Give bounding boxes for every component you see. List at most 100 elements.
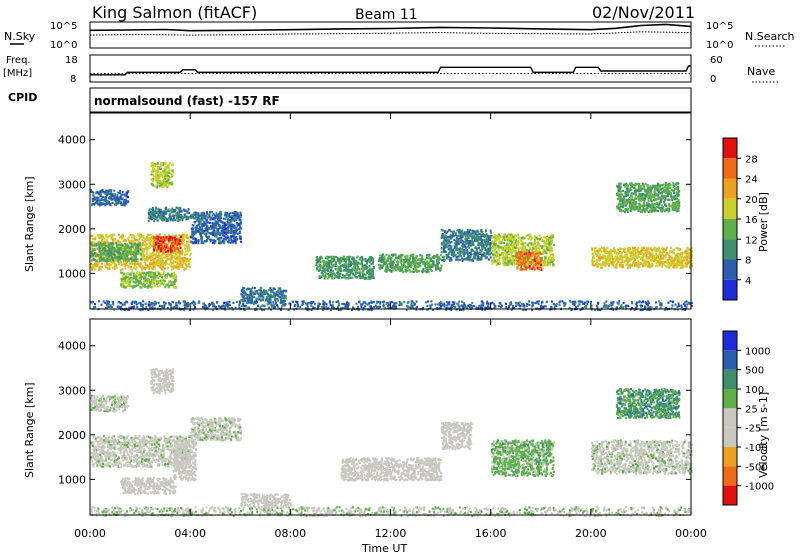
heatmap-cell <box>202 212 205 215</box>
heatmap-cell <box>105 234 108 237</box>
heatmap-cell <box>165 180 168 183</box>
heatmap-cell <box>178 256 181 259</box>
heatmap-cell <box>412 253 415 257</box>
heatmap-cell <box>150 239 153 242</box>
heatmap-cell <box>195 227 198 230</box>
heatmap-cell <box>228 219 231 222</box>
heatmap-cell <box>410 265 413 268</box>
heatmap-cell <box>153 239 156 242</box>
heatmap-cell <box>240 236 242 239</box>
heatmap-cell <box>186 265 189 268</box>
heatmap-cell <box>108 249 111 252</box>
heatmap-cell <box>457 238 460 241</box>
heatmap-cell <box>371 262 374 265</box>
heatmap-cell <box>463 243 466 246</box>
heatmap-cell <box>174 236 176 239</box>
heatmap-cell <box>203 216 205 219</box>
heatmap-cell <box>110 235 113 238</box>
heatmap-cell <box>91 244 94 247</box>
heatmap-cell <box>138 247 141 250</box>
heatmap-cell <box>152 184 155 187</box>
heatmap-cell <box>176 265 179 268</box>
heatmap-cell <box>436 262 439 266</box>
heatmap-cell <box>165 183 167 186</box>
heatmap-cell <box>285 290 288 293</box>
heatmap-cell <box>128 252 131 255</box>
heatmap-cell <box>168 217 171 220</box>
heatmap-cell <box>143 285 146 289</box>
heatmap-cell <box>225 233 228 236</box>
heatmap-cell <box>523 245 526 248</box>
heatmap-cell <box>154 164 157 167</box>
heatmap-cell <box>415 255 418 258</box>
heatmap-cell <box>160 244 163 247</box>
heatmap-cell <box>541 239 544 242</box>
heatmap-cell <box>461 239 464 242</box>
heatmap-cell <box>99 248 102 251</box>
heatmap-cell <box>426 268 429 272</box>
heatmap-cell <box>126 248 128 251</box>
heatmap-cell <box>167 164 170 167</box>
heatmap-cell <box>149 252 152 255</box>
heatmap-cell <box>327 269 329 273</box>
heatmap-cell <box>113 255 116 258</box>
heatmap-cell <box>155 211 158 214</box>
heatmap-cell <box>103 243 106 246</box>
heatmap-cell <box>368 260 371 263</box>
heatmap-cell <box>146 271 149 274</box>
heatmap-cell <box>543 236 546 239</box>
noise-panel: N.Sky 10^5 10^0 10^5 10^0 N.Search <box>4 21 795 51</box>
cpid-label: CPID <box>8 91 37 104</box>
heatmap-cell <box>418 257 421 260</box>
heatmap-cell <box>137 249 140 252</box>
heatmap-cell <box>121 236 124 239</box>
heatmap-cell <box>181 234 184 237</box>
heatmap-cell <box>109 203 112 206</box>
heatmap-cell <box>170 239 173 242</box>
heatmap-cell <box>440 247 443 250</box>
heatmap-cell <box>158 239 161 242</box>
heatmap-cell <box>530 238 532 241</box>
heatmap-cell <box>223 229 226 233</box>
heatmap-cell <box>282 291 285 294</box>
heatmap-cell <box>165 217 168 220</box>
heatmap-cell <box>206 225 209 228</box>
heatmap-cell <box>161 162 164 165</box>
heatmap-cell <box>363 277 366 280</box>
heatmap-cell <box>348 257 350 261</box>
heatmap-cell <box>481 253 483 256</box>
heatmap-cell <box>158 251 161 254</box>
heatmap-cell <box>178 234 181 237</box>
heatmap-cell <box>461 257 464 260</box>
heatmap-cell <box>351 267 354 270</box>
heatmap-cell <box>112 261 114 264</box>
heatmap-cell <box>108 234 111 237</box>
heatmap-cell <box>218 237 221 240</box>
heatmap-cell <box>171 169 174 172</box>
heatmap-cell <box>161 185 164 188</box>
heatmap-cell <box>369 277 372 280</box>
heatmap-cell <box>382 257 385 260</box>
heatmap-cell <box>97 242 100 245</box>
heatmap-cell <box>189 252 192 255</box>
heatmap-cell <box>94 244 97 247</box>
heatmap-cell <box>99 192 102 195</box>
heatmap-cell <box>225 238 228 241</box>
heatmap-cell <box>244 291 247 294</box>
heatmap-cell <box>367 276 370 279</box>
heatmap-cell <box>229 220 232 223</box>
heatmap-cell <box>162 246 165 249</box>
heatmap-cell <box>549 263 552 266</box>
heatmap-cell <box>453 253 456 256</box>
heatmap-cell <box>184 244 186 247</box>
heatmap-cell <box>115 266 118 269</box>
heatmap-cell <box>404 255 406 258</box>
heatmap-cell <box>163 181 166 185</box>
heatmap-cell <box>160 254 163 257</box>
heatmap-cell <box>178 219 181 222</box>
heatmap-cell <box>176 255 179 259</box>
heatmap-cell <box>225 224 228 227</box>
heatmap-cell <box>390 270 393 273</box>
heatmap-cell <box>539 238 541 241</box>
heatmap-cell <box>139 276 142 279</box>
